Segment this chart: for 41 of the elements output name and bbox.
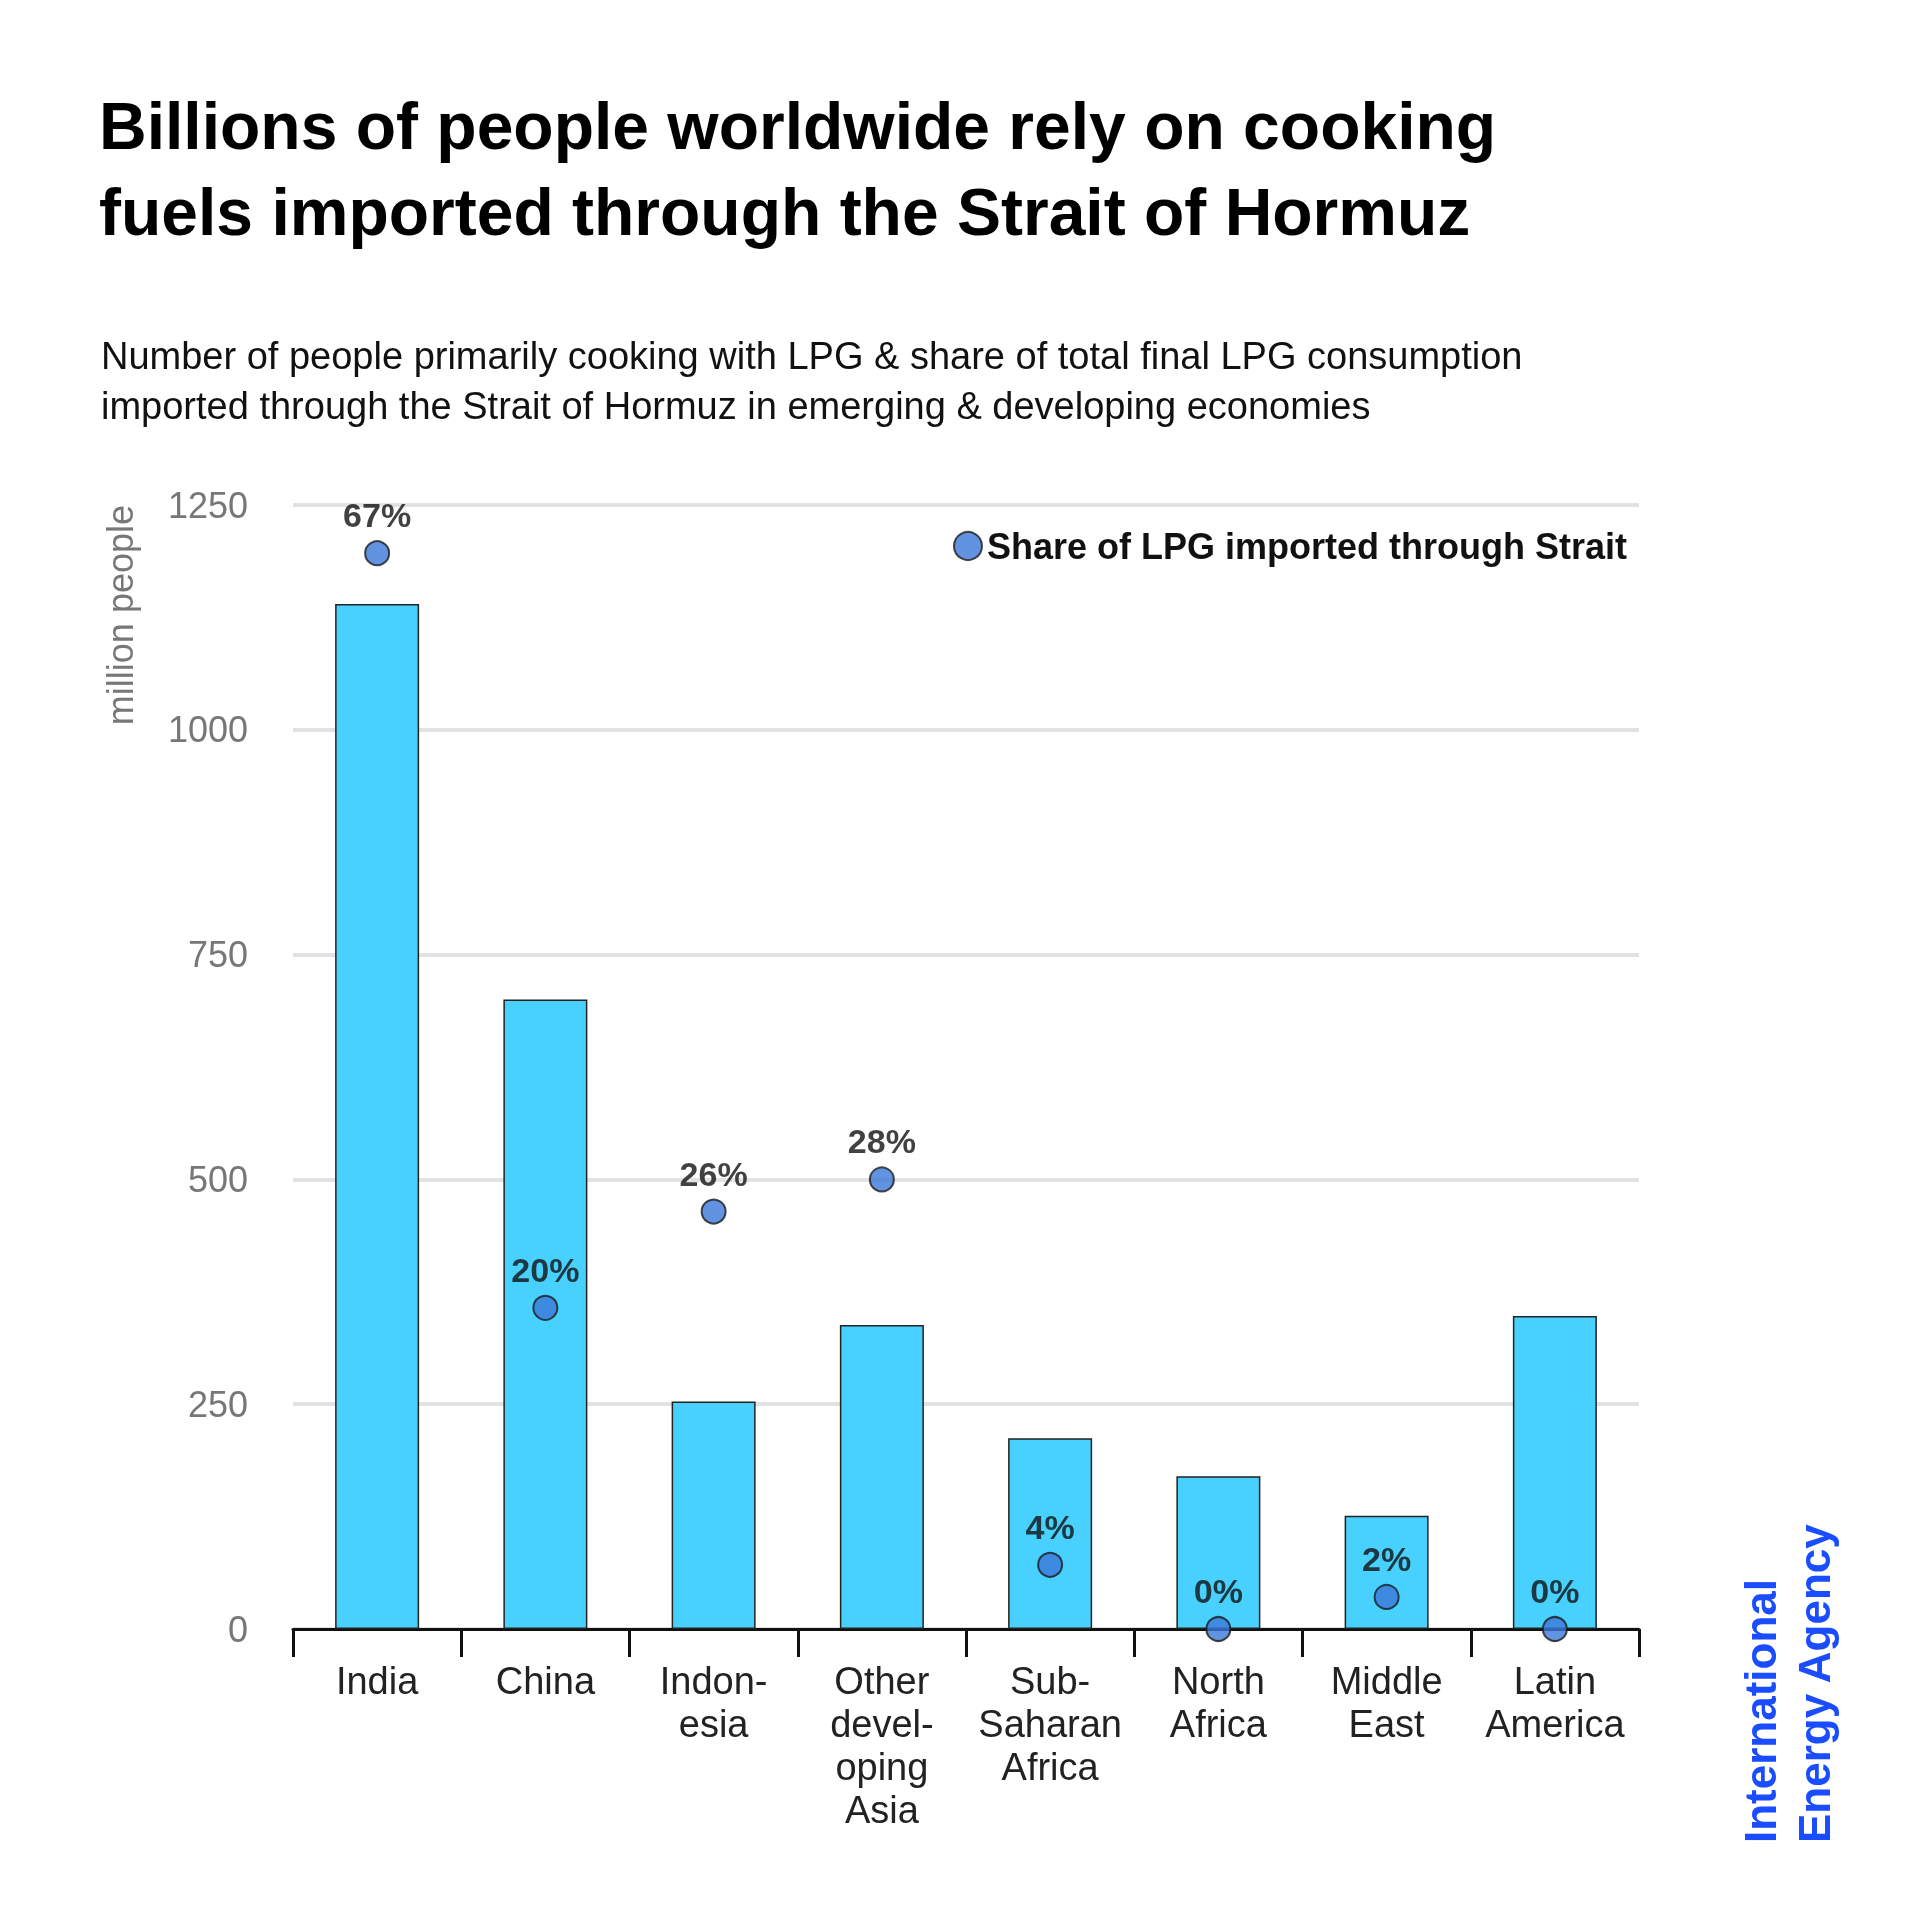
x-tick-label: North Africa [1169,1659,1268,1745]
bar [1008,1438,1093,1629]
point [868,1166,895,1193]
x-tick-label: Other devel- oping Asia [830,1659,934,1831]
point [532,1294,559,1321]
x-tick-label: India [335,1659,420,1702]
point [700,1198,727,1225]
x-tick-label: Middle East [1330,1659,1443,1745]
bar [335,603,420,1629]
y-tick-label: 750 [187,934,248,976]
x-tick-label: Latin America [1485,1659,1626,1745]
x-tick-label: Sub- Saharan Africa [978,1659,1122,1788]
point [1373,1583,1400,1610]
data-label: 20% [511,1250,580,1289]
data-label: 4% [1025,1507,1075,1546]
legend-label: Share of LPG imported through Strait [986,525,1628,567]
bar [503,999,588,1629]
y-axis-title: million people [99,505,141,726]
chart-title: Billions of people worldwide rely on cooking fuels imported through the Strait of Hormuz [99,89,1497,249]
chart-subtitle: Number of people primarily cooking with LPG & share of total final LPG consumption imported through the Strait of Hormuz in emerging & developing economies [101,335,1523,427]
point [1205,1616,1232,1642]
x-tick-label: China [495,1659,596,1702]
data-label: 28% [847,1122,916,1161]
x-tick-label: Indon- esia [659,1659,768,1745]
bar [839,1325,924,1629]
data-label: 26% [679,1154,748,1193]
data-label: 0% [1193,1572,1243,1610]
bar [1344,1515,1429,1629]
data-label: 67% [343,496,412,535]
bar [671,1401,756,1629]
point [1541,1616,1568,1642]
y-tick-label: 500 [187,1158,248,1200]
y-tick-label: 1000 [167,709,248,751]
data-label: 0% [1530,1572,1580,1610]
y-tick-label: 250 [187,1383,248,1425]
y-tick-label: 1250 [167,484,248,526]
point [364,540,391,567]
y-tick-label: 0 [227,1608,248,1650]
data-label: 2% [1362,1539,1412,1578]
point [1037,1551,1064,1578]
text: International Energy Agency [1735,1523,1839,1843]
